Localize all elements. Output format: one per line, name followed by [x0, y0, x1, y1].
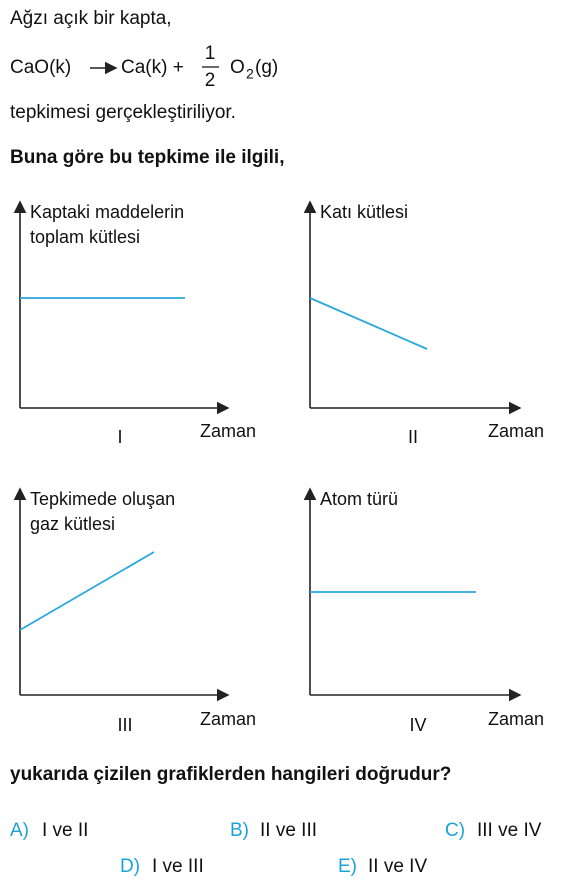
option-text: II ve IV	[368, 856, 427, 877]
option-letter: C)	[445, 820, 465, 841]
subscript: 2	[246, 66, 254, 82]
numeral: III	[117, 715, 132, 735]
prompt: Buna göre bu tepkime ile ilgili,	[10, 147, 285, 168]
numerator: 1	[205, 43, 216, 64]
trend-line	[309, 297, 428, 350]
graph: Katı kütlesi Zaman II	[303, 200, 544, 447]
x-label: Zaman	[200, 421, 256, 441]
intro: Ağzı açık bir kapta,	[10, 8, 172, 29]
numeral: II	[408, 427, 418, 447]
reactant: CaO(k)	[10, 57, 71, 78]
gas: O	[230, 57, 245, 78]
option-text: III ve IV	[477, 820, 542, 841]
numeral: IV	[409, 715, 426, 735]
ask: yukarıda çizilen grafiklerden hangileri …	[10, 764, 451, 785]
option-letter: A)	[10, 820, 29, 841]
graph: Atom türü Zaman IV	[303, 487, 544, 735]
state: (g)	[255, 57, 278, 78]
y-label: Atom türü	[320, 489, 398, 509]
statement: tepkimesi gerçekleştiriliyor.	[10, 102, 236, 123]
y-label: toplam kütlesi	[30, 227, 140, 247]
option-text: II ve III	[260, 820, 317, 841]
y-label: Katı kütlesi	[320, 202, 408, 222]
denominator: 2	[205, 70, 216, 91]
option-letter: B)	[230, 820, 249, 841]
x-label: Zaman	[488, 421, 544, 441]
y-label: Tepkimede oluşan	[30, 489, 175, 509]
option-letter: D)	[120, 856, 140, 877]
trend-line	[19, 551, 155, 631]
x-label: Zaman	[488, 709, 544, 729]
product: Ca(k) +	[121, 57, 184, 78]
x-label: Zaman	[200, 709, 256, 729]
y-label: gaz kütlesi	[30, 514, 115, 534]
y-label: Kaptaki maddelerin	[30, 202, 184, 222]
option-text: I ve III	[152, 856, 204, 877]
graph: Tepkimede oluşan gaz kütlesi Zaman III	[13, 487, 256, 735]
option-text: I ve II	[42, 820, 88, 841]
numeral: I	[117, 427, 122, 447]
graph: Kaptaki maddelerin toplam kütlesi Zaman …	[13, 200, 256, 447]
option-letter: E)	[338, 856, 357, 877]
